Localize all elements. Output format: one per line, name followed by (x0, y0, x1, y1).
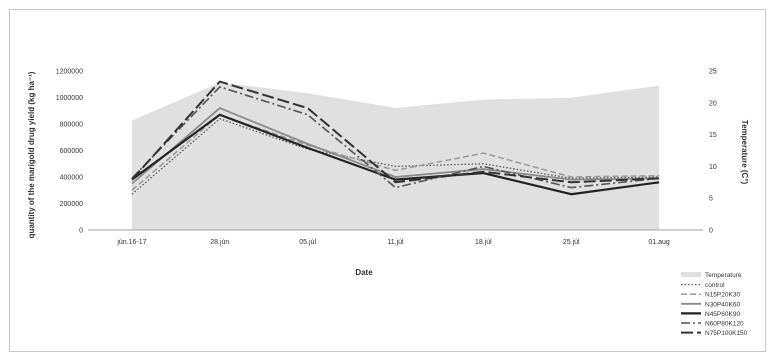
x-tick-label: 11.júl (387, 239, 404, 246)
series-line-n30p40k60 (131, 107, 660, 185)
y2-tick-label: 25 (709, 69, 717, 76)
y2-axis-title: Temperature (C°) (740, 120, 749, 185)
legend-label-temperature: Temperature (705, 272, 742, 279)
y2-tick-label: 5 (709, 196, 713, 203)
legend-label-n30p40k60: N30P40K60 (705, 301, 740, 308)
series-line-n45p60k90 (131, 113, 660, 196)
y-tick-label: 200000 (60, 201, 83, 208)
legend: Temperature control N15P20K30 N30P40K60 N45P… (681, 272, 748, 337)
series-line-n15p20k30 (131, 113, 660, 191)
x-tick-label: jún.16-17 (116, 239, 146, 246)
temperature-area (131, 82, 660, 230)
legend-label-n15p20k30: N15P20K30 (705, 292, 740, 299)
y2-tick-label: 0 (709, 228, 713, 235)
y2-tick-label: 10 (709, 164, 717, 171)
x-tick-label: 18.júl (475, 239, 492, 246)
x-tick-label: 01.aug (648, 239, 670, 246)
y-tick-label: 1200000 (56, 69, 83, 76)
x-tick-label: 05.júl (299, 239, 316, 246)
legend-label-n60p80k120: N60P80K120 (705, 321, 744, 328)
series-lines-layer (131, 80, 660, 196)
y-tick-label: 0 (79, 228, 83, 235)
x-axis-title: Date (355, 268, 373, 277)
y-axis-title: quantity of the marigold drug yield (kg … (27, 71, 36, 238)
y2-tick-label: 15 (709, 132, 717, 139)
y-tick-label: 1000000 (56, 95, 83, 102)
legend-label-control: control (705, 282, 725, 289)
y2-tick-label: 20 (709, 100, 717, 107)
temperature-area-layer (131, 82, 660, 230)
x-tick-label: 25.júl (563, 239, 580, 246)
legend-label-n75p100k150: N75P100K150 (705, 330, 748, 337)
y-tick-label: 600000 (60, 148, 83, 155)
chart-frame (9, 9, 766, 352)
legend-swatch-temperature (681, 272, 701, 277)
legend-label-n45p60k90: N45P60K90 (705, 311, 740, 318)
series-line-control (131, 118, 660, 195)
series-line-n75p100k150 (131, 80, 660, 184)
series-line-n60p80k120 (131, 86, 660, 189)
tick-labels-layer: 0 200000 400000 600000 800000 1000000 1200000 0… (56, 69, 717, 247)
y-tick-label: 400000 (60, 175, 83, 182)
x-tick-label: 28.jún (210, 239, 229, 246)
y-tick-label: 800000 (60, 122, 83, 129)
